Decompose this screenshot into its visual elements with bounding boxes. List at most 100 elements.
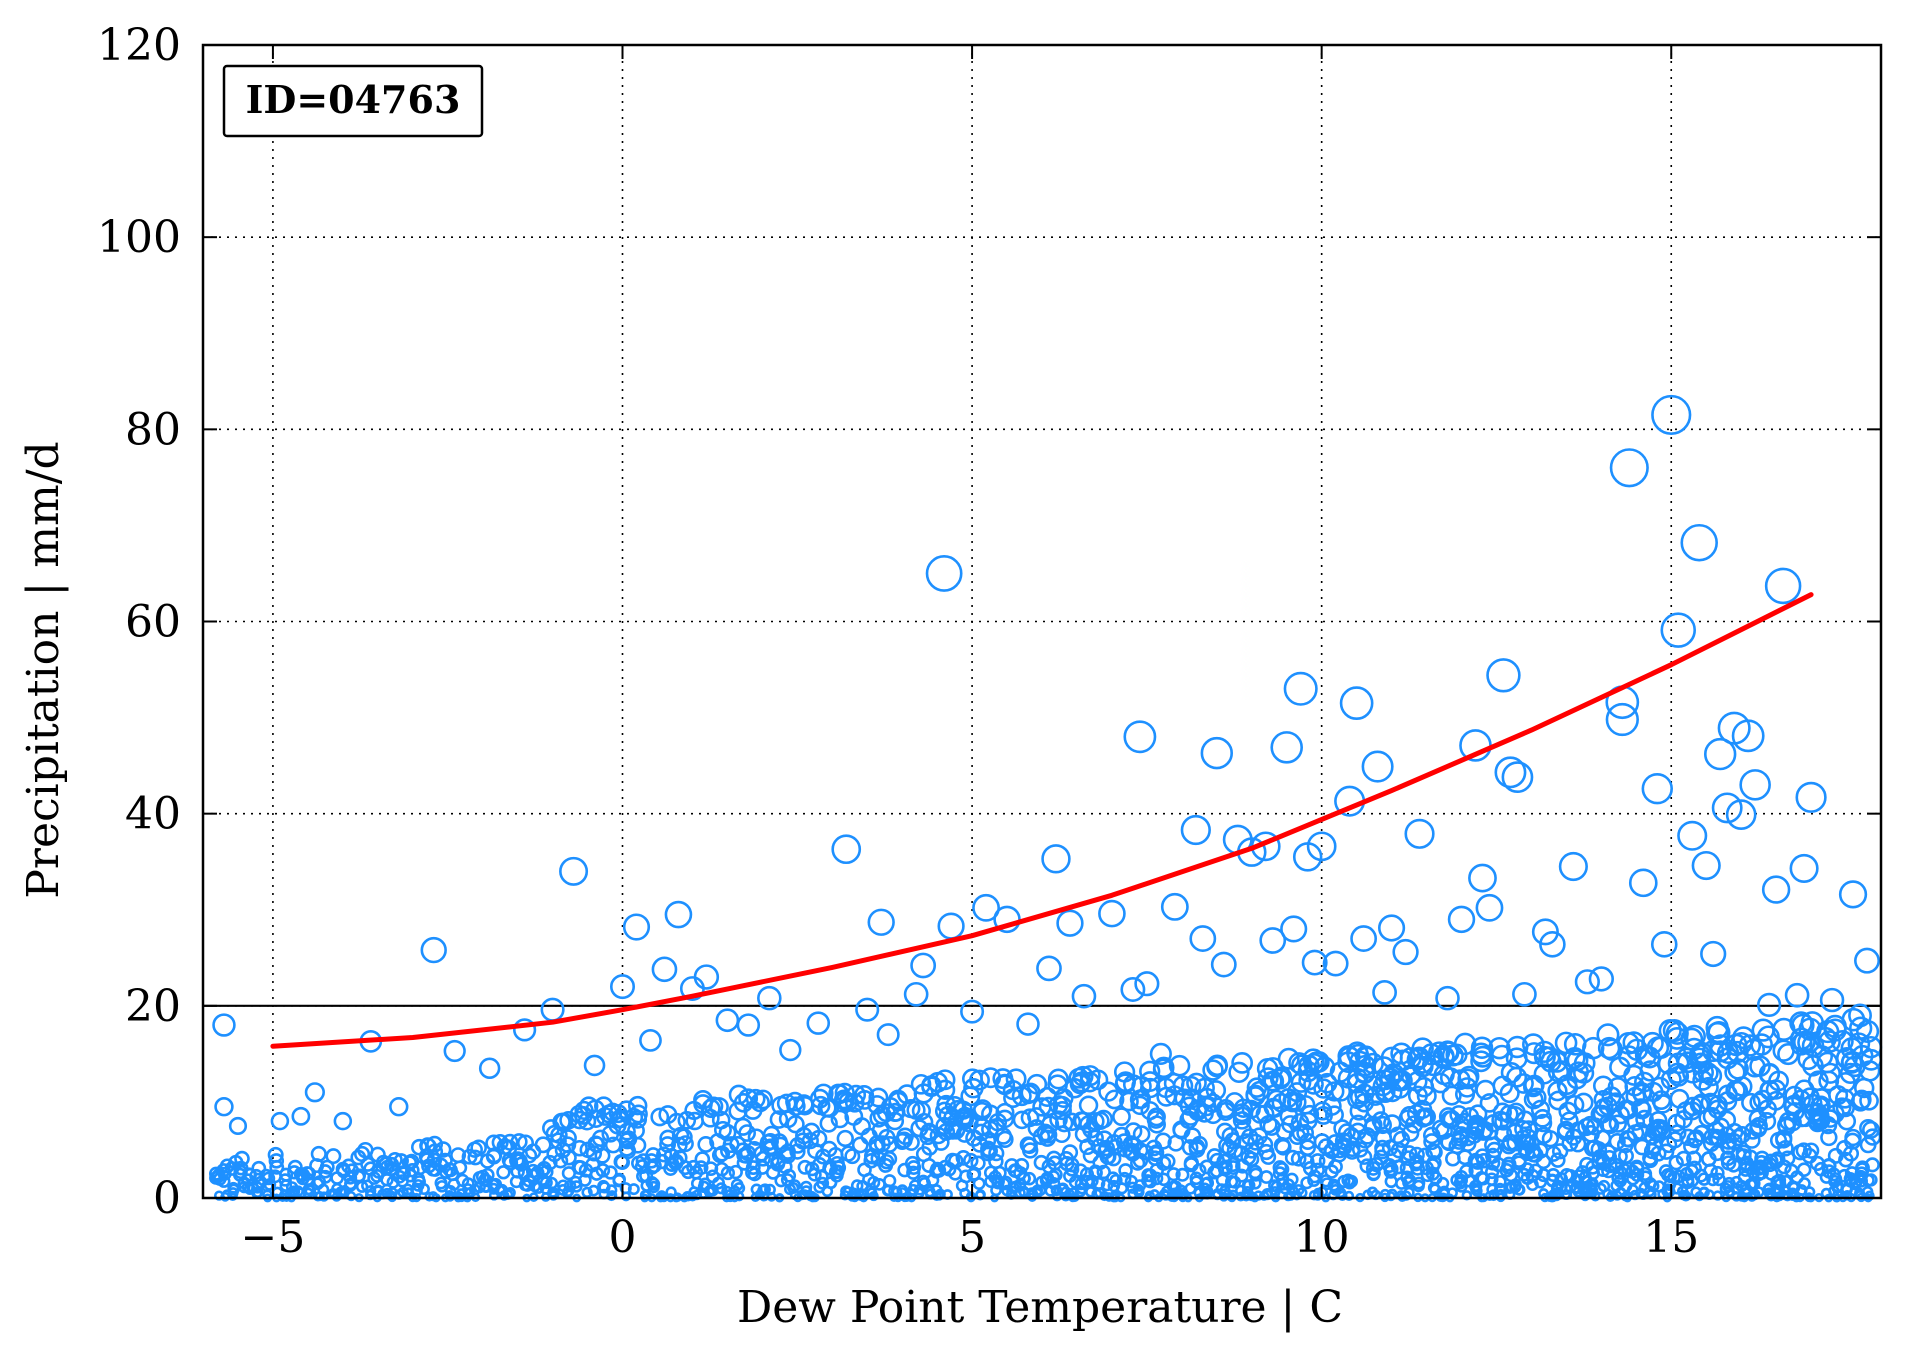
scatter-point: [1374, 1139, 1391, 1157]
scatter-point: [777, 1146, 794, 1163]
scatter-point: [829, 1155, 845, 1172]
scatter-point: [1494, 756, 1527, 789]
scatter-point: [1605, 702, 1639, 737]
scatter-point: [1053, 1125, 1071, 1144]
scatter-point: [1650, 1145, 1667, 1162]
scatter-point: [591, 1129, 610, 1147]
scatter-point: [1404, 818, 1435, 849]
scatter-point: [962, 1152, 979, 1169]
scatter-point: [844, 1148, 861, 1165]
scatter-point: [1764, 567, 1802, 605]
scatter-point: [1665, 1027, 1689, 1050]
scatter-point: [969, 1069, 990, 1091]
scatter-point: [903, 981, 929, 1007]
scatter-point: [1750, 1033, 1773, 1056]
x-tick-label: 10: [1294, 1212, 1350, 1263]
scatter-point: [995, 1102, 1015, 1122]
scatter-point: [1735, 1148, 1752, 1165]
fit-curve: [270, 592, 1814, 1049]
scatter-point: [1309, 1153, 1326, 1169]
scatter-point: [1819, 987, 1845, 1013]
scatter-point: [1512, 981, 1537, 1007]
scatter-point: [786, 1115, 805, 1134]
scatter-point: [1457, 1068, 1479, 1090]
scatter-point: [1680, 523, 1718, 562]
y-tick-label: 40: [125, 789, 181, 840]
scatter-point: [1689, 1095, 1710, 1115]
scatter-point: [1092, 1176, 1106, 1190]
scatter-point: [1803, 1186, 1816, 1198]
scatter-point: [902, 1133, 920, 1151]
scatter-point: [1256, 1136, 1274, 1153]
scatter-point: [1703, 737, 1737, 771]
scatter-point: [991, 1176, 1005, 1190]
scatter-point: [715, 1008, 740, 1033]
scatter-point: [603, 1165, 618, 1180]
scatter-point: [817, 1098, 837, 1118]
scatter-point: [1775, 1129, 1793, 1147]
scatter-point: [1776, 1159, 1792, 1175]
scatter-point: [1322, 1096, 1342, 1116]
scatter-point: [1642, 1150, 1658, 1167]
scatter-point: [1277, 1047, 1300, 1070]
scatter-point: [1819, 1062, 1841, 1084]
scatter-point: [806, 1011, 831, 1035]
scatter-point: [1706, 1021, 1730, 1045]
scatter-point: [1234, 1168, 1249, 1183]
scatter-point: [1147, 1107, 1166, 1127]
scatter-point: [1269, 1068, 1291, 1090]
scatter-point: [1730, 1190, 1741, 1202]
scatter-point: [831, 834, 862, 865]
scatter-point: [461, 1177, 475, 1191]
scatter-point: [896, 1184, 909, 1197]
scatter-point: [745, 1160, 761, 1175]
scatter-point: [1154, 1132, 1172, 1150]
scatter-point: [1530, 1099, 1551, 1120]
scatter-point: [504, 1187, 516, 1199]
scatter-point: [1761, 875, 1791, 904]
scatter-point: [587, 1184, 600, 1197]
scatter-point: [1641, 772, 1673, 805]
scatter-point: [988, 1145, 1005, 1162]
scatter-point: [972, 1177, 986, 1191]
scatter-point: [1486, 1141, 1503, 1159]
scatter-point: [1425, 1143, 1442, 1160]
scatter-point: [910, 952, 937, 979]
scatter-point: [704, 1184, 716, 1197]
scatter-point: [769, 1110, 789, 1129]
scatter-point: [1486, 658, 1521, 693]
scatter-point: [1765, 1079, 1787, 1100]
scatter-point: [1539, 931, 1566, 958]
x-tick-label: 15: [1643, 1212, 1699, 1263]
scatter-point: [834, 1082, 855, 1103]
scatter-point: [794, 1132, 812, 1150]
scatter-point: [622, 913, 651, 941]
x-axis-title: Dew Point Temperature | C: [737, 1282, 1343, 1333]
scatter-point: [868, 1191, 879, 1202]
scatter-point: [1541, 1130, 1560, 1148]
scatter-point: [1628, 868, 1658, 898]
scatter-point: [1535, 1153, 1552, 1170]
scatter-point: [647, 1177, 661, 1191]
scatter-point: [435, 1180, 449, 1193]
scatter-point: [711, 1147, 728, 1164]
scatter-point: [1105, 1150, 1122, 1167]
scatter-point: [540, 997, 565, 1022]
scatter-point: [1435, 985, 1460, 1011]
scatter-point: [344, 1178, 358, 1192]
scatter-point: [1412, 1179, 1425, 1193]
scatter-point: [251, 1160, 267, 1176]
scatter-point: [559, 1129, 577, 1147]
scatter-point: [1301, 949, 1328, 976]
scatter-point: [1459, 1164, 1474, 1179]
scatter-point: [1079, 1071, 1101, 1093]
scatter-point: [878, 1157, 894, 1173]
scatter-point: [1272, 1160, 1288, 1175]
scatter-point: [1307, 1050, 1330, 1073]
scatter-point: [426, 1135, 444, 1153]
scatter-point: [1648, 1124, 1667, 1143]
scatter-point: [1854, 947, 1881, 974]
scatter-point: [1205, 1080, 1227, 1101]
scatter-point: [1052, 1191, 1063, 1202]
scatter-point: [227, 1190, 238, 1201]
